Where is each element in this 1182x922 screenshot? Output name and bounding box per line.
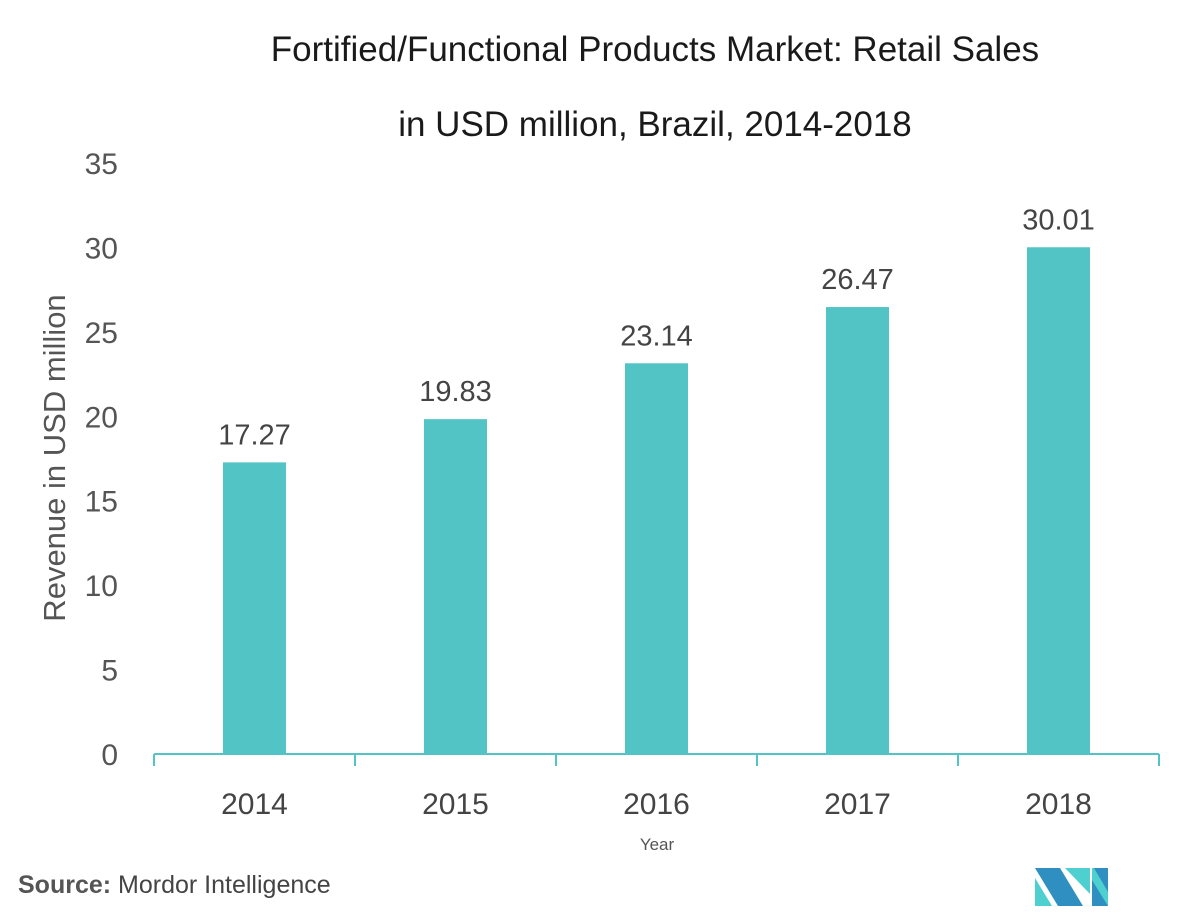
data-label: 23.14 (620, 320, 693, 352)
source-text: Mordor Intelligence (118, 871, 331, 899)
x-tick-label: 2014 (221, 788, 288, 821)
bar-2015 (424, 419, 487, 754)
source-note: Source: Mordor Intelligence (18, 871, 331, 900)
mordor-intelligence-logo (1035, 868, 1108, 906)
data-label: 19.83 (419, 376, 492, 408)
data-label: 30.01 (1022, 204, 1095, 236)
x-tick-label: 2016 (623, 788, 690, 821)
y-tick-label: 25 (85, 317, 118, 350)
y-tick-label: 20 (85, 401, 118, 434)
x-tick-label: 2018 (1025, 788, 1092, 821)
y-tick-label: 10 (85, 570, 118, 603)
y-tick-label: 35 (85, 148, 118, 181)
y-axis-title: Revenue in USD million (37, 294, 72, 621)
chart-title-line-1: Fortified/Functional Products Market: Re… (270, 30, 1040, 69)
x-axis-title: Year (640, 835, 675, 854)
source-label: Source: (18, 871, 112, 899)
bar-2016 (625, 363, 688, 754)
y-tick-label: 15 (85, 486, 118, 519)
bar-2018 (1027, 247, 1090, 755)
chart-title-line-2: in USD million, Brazil, 2014-2018 (398, 105, 912, 144)
y-tick-label: 30 (85, 232, 118, 265)
x-tick-label: 2017 (824, 788, 891, 821)
bar-2014 (223, 462, 286, 754)
data-label: 17.27 (218, 419, 291, 451)
bar-2017 (826, 307, 889, 754)
y-tick-label: 5 (101, 655, 118, 688)
data-label: 26.47 (821, 264, 894, 296)
y-tick-label: 0 (101, 739, 118, 772)
x-tick-label: 2015 (422, 788, 489, 821)
bar-chart: 0 5 10 15 20 25 30 35 17.27 2014 19.83 2015 23.14 201… (37, 148, 1160, 854)
